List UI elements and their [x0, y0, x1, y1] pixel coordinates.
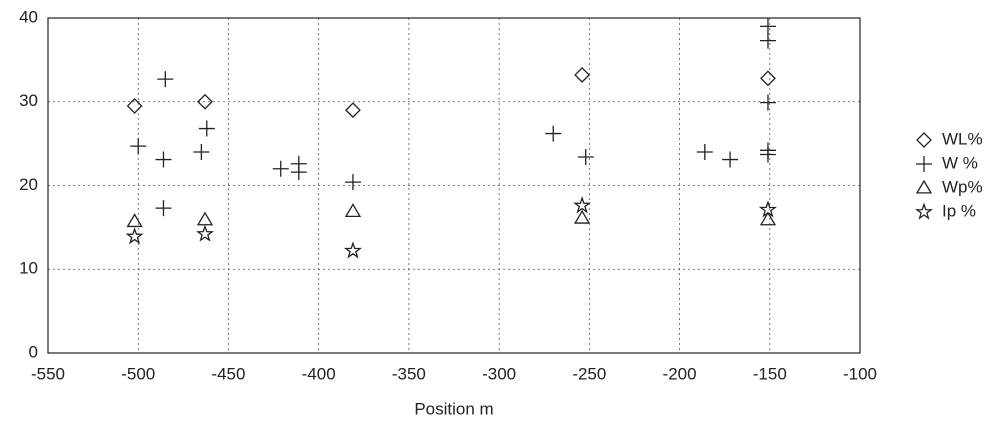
x-tick-label: -250 — [572, 364, 606, 383]
data-point — [573, 196, 592, 214]
legend-marker — [915, 179, 933, 194]
data-point — [125, 227, 144, 245]
y-tick-label: 40 — [19, 7, 38, 26]
x-tick-label: -300 — [482, 364, 516, 383]
data-point — [577, 149, 594, 166]
data-point — [759, 146, 776, 163]
x-tick-label: -500 — [121, 364, 155, 383]
data-point — [759, 32, 776, 49]
data-point — [722, 151, 739, 168]
data-point — [126, 213, 143, 228]
data-point — [343, 241, 362, 259]
legend-label: Wp% — [942, 177, 983, 196]
data-point — [696, 144, 713, 160]
data-point — [290, 164, 307, 181]
data-point — [760, 70, 776, 87]
legend-label: WL% — [942, 129, 983, 148]
data-point — [574, 67, 591, 83]
y-tick-label: 0 — [29, 342, 38, 361]
data-point — [545, 125, 562, 142]
x-tick-label: -150 — [753, 364, 787, 383]
data-point — [155, 151, 172, 168]
data-point — [157, 71, 174, 88]
data-point — [272, 160, 289, 177]
data-point — [155, 200, 172, 217]
y-tick-label: 20 — [19, 175, 38, 194]
data-point — [345, 102, 361, 119]
legend-marker — [916, 132, 932, 148]
data-point — [198, 120, 215, 137]
x-tick-label: -350 — [392, 364, 426, 383]
data-point — [758, 200, 778, 218]
data-point — [573, 209, 591, 224]
x-tick-label: -550 — [31, 364, 65, 383]
data-point — [197, 93, 213, 110]
y-tick-label: 10 — [19, 259, 38, 278]
data-point — [759, 211, 777, 226]
legend-marker — [916, 156, 932, 172]
data-point — [196, 224, 214, 242]
data-point — [196, 211, 214, 226]
legend-label: Ip % — [942, 201, 976, 220]
data-point — [344, 174, 361, 191]
data-point — [130, 138, 147, 155]
data-point — [126, 98, 143, 114]
x-axis-label: Position m — [414, 399, 493, 418]
x-tick-label: -400 — [302, 364, 336, 383]
plot-frame — [47, 17, 861, 354]
x-tick-label: -100 — [843, 364, 877, 383]
x-tick-label: -450 — [211, 364, 245, 383]
data-point — [759, 94, 776, 111]
legend-marker — [915, 202, 933, 220]
data-point — [759, 18, 776, 35]
x-tick-label: -200 — [663, 364, 697, 383]
data-point — [344, 203, 362, 218]
legend-label: W % — [942, 153, 978, 172]
y-tick-label: 30 — [19, 91, 38, 110]
data-point — [193, 144, 210, 160]
